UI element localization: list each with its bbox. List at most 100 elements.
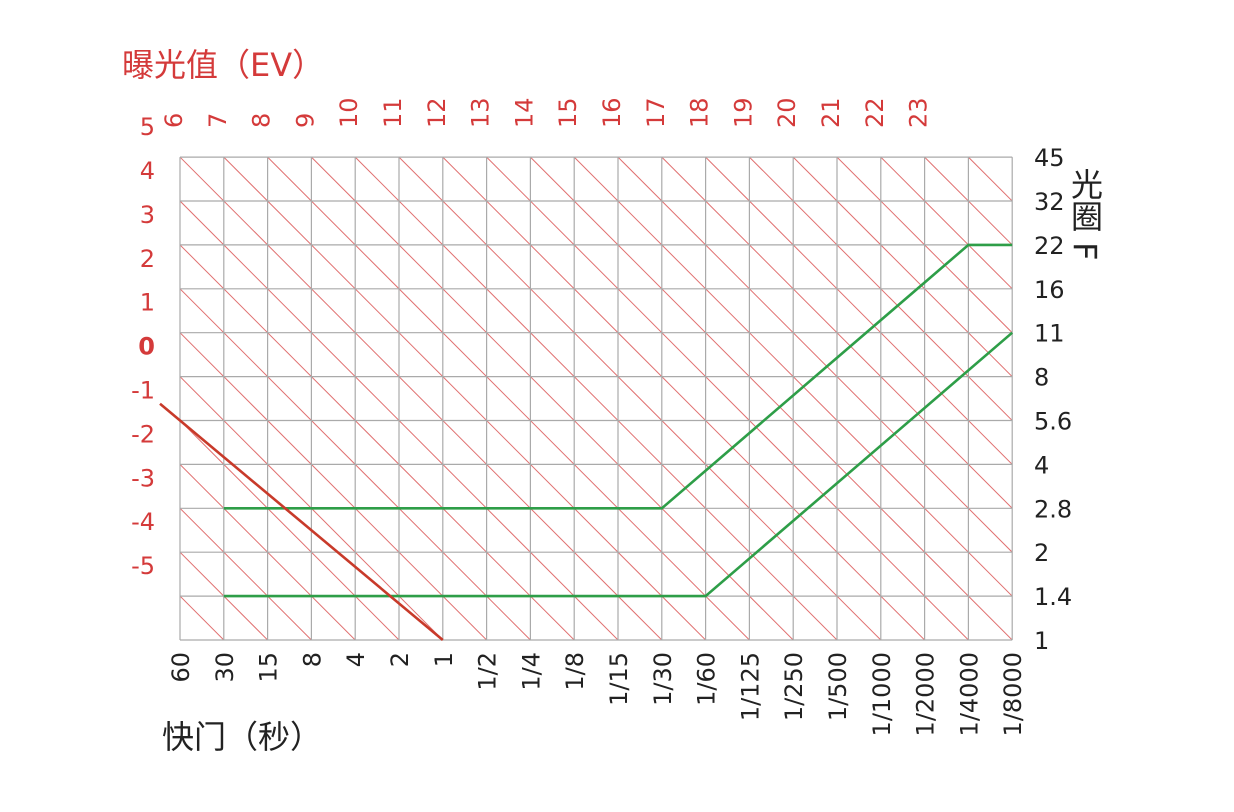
ev-left-tick-label: 4	[140, 157, 155, 185]
ev-diagonal-line	[180, 331, 487, 640]
ev-diagonal-line	[180, 463, 356, 640]
ev-diagonal-line	[267, 157, 750, 640]
ev-diagonal-line	[180, 244, 575, 640]
ev-top-tick-label: 8	[248, 113, 276, 128]
shutter-tick-label: 4	[342, 652, 370, 667]
aperture-tick-label: 4	[1034, 451, 1049, 479]
ev-diagonal-line	[398, 157, 882, 640]
ev-diagonal-line	[442, 157, 925, 640]
shutter-tick-label: 1/8	[561, 652, 589, 691]
shutter-tick-label: 1/2000	[912, 652, 940, 736]
ev-left-tick-label: 3	[140, 201, 155, 229]
aperture-tick-label: 45	[1034, 144, 1065, 172]
ev-diagonal-line	[223, 157, 706, 640]
program-line-2	[223, 331, 1014, 598]
aperture-tick-label: 2	[1034, 539, 1049, 567]
aperture-tick-label: 1	[1034, 627, 1049, 655]
ev-diagonal-line	[180, 419, 400, 640]
ev-diagonal-line	[354, 157, 838, 640]
ev-diagonal-line	[180, 200, 619, 640]
ev-diagonal-line	[180, 507, 312, 640]
shutter-tick-label: 30	[211, 652, 239, 683]
ev-diagonal-line	[180, 157, 663, 640]
ev-diagonal-line	[311, 157, 794, 640]
shutter-tick-label: 1/2	[474, 652, 502, 691]
shutter-tick-label: 8	[298, 652, 326, 667]
ev-top-tick-label: 9	[291, 113, 319, 128]
ev-top-tick-label: 14	[510, 97, 538, 128]
aperture-tick-label: 11	[1034, 320, 1065, 348]
shutter-tick-label: 1/4	[517, 652, 545, 691]
ev-diagonal-line	[836, 157, 1013, 334]
shutter-tick-label: 1/30	[649, 652, 677, 706]
shutter-tick-label: 1/60	[693, 652, 721, 706]
ev-left-tick-label: -2	[131, 420, 155, 448]
shutter-tick-label: 1/125	[736, 652, 764, 721]
shutter-tick-label: 1	[430, 652, 458, 667]
ev-diagonal-line	[1011, 157, 1013, 158]
ev-left-tick-label: 2	[140, 245, 155, 273]
ev-top-tick-label: 16	[598, 97, 626, 128]
ev-diagonal-line	[924, 157, 1013, 246]
ev-top-tick-label: 13	[467, 97, 495, 128]
ev-left-tick-label: -3	[131, 464, 155, 492]
ev-diagonal-line	[180, 375, 444, 640]
ev-diagonal-line	[1100, 157, 1234, 640]
aperture-tick-label: 5.6	[1034, 408, 1072, 436]
ev-diagonal-line	[0, 157, 136, 640]
ev-diagonal-line	[968, 157, 1013, 202]
ev-top-tick-label: 22	[861, 97, 889, 128]
ev-top-tick-label: 19	[729, 97, 757, 128]
shutter-tick-label: 1/4000	[955, 652, 983, 736]
ev-diagonal-line	[180, 288, 531, 640]
ev-diagonal-line	[180, 595, 225, 640]
aperture-tick-label: 22	[1034, 232, 1065, 260]
shutter-axis-title: 快门（秒）	[162, 718, 323, 756]
ev-diagonal-line	[530, 157, 1013, 640]
ev-diagonal-line	[1056, 157, 1234, 640]
ev-diagonal-line	[749, 157, 1013, 422]
aperture-tick-label: 2.8	[1034, 495, 1072, 523]
ev-zero-label: 0	[138, 333, 155, 361]
ev-left-tick-label: 5	[140, 113, 155, 141]
aperture-tick-label: 8	[1034, 364, 1049, 392]
ev-left-tick-label: -5	[131, 552, 155, 580]
aperture-tick-label: 16	[1034, 276, 1065, 304]
ev-axis-title: 曝光值（EV）	[122, 46, 325, 84]
ev0-line	[159, 402, 444, 641]
ev-diagonal-line	[486, 157, 969, 640]
ev-diagonal-lines	[0, 157, 1234, 640]
ev-left-tick-label: 1	[140, 289, 155, 317]
ev-top-tick-label: 12	[423, 97, 451, 128]
shutter-tick-label: 1/1000	[868, 652, 896, 736]
shutter-tick-label: 1/500	[824, 652, 852, 721]
aperture-tick-label: 32	[1034, 188, 1065, 216]
ev-top-tick-label: 10	[335, 97, 363, 128]
ev-top-tick-label: 20	[773, 97, 801, 128]
shutter-tick-label: 1/8000	[999, 652, 1027, 736]
ev-diagonal-line	[792, 157, 1013, 378]
ev-diagonal-line	[573, 157, 1013, 597]
ev-diagonal-line	[880, 157, 1013, 290]
ev-top-tick-label: 21	[817, 97, 845, 128]
program-line-1	[223, 243, 1013, 510]
shutter-tick-label: 2	[386, 652, 414, 667]
ev-diagonal-line	[705, 157, 1013, 466]
ev-top-tick-label: 15	[554, 97, 582, 128]
aperture-axis-title: 光圈 F	[1066, 168, 1104, 261]
ev-top-tick-label: 11	[379, 97, 407, 128]
shutter-tick-label: 1/15	[605, 652, 633, 706]
ev-left-tick-label: -1	[131, 377, 155, 405]
ev-top-tick-label: 7	[204, 113, 232, 128]
ev-left-tick-label: -4	[131, 508, 155, 536]
ev-diagonal-line	[617, 157, 1013, 553]
shutter-tick-label: 60	[167, 652, 195, 683]
ev-diagonal-line	[180, 551, 268, 640]
ev-top-tick-label: 6	[160, 113, 188, 128]
ev-top-tick-label: 23	[905, 97, 933, 128]
shutter-tick-label: 1/250	[780, 652, 808, 721]
ev-top-tick-label: 17	[642, 97, 670, 128]
shutter-tick-label: 15	[255, 652, 283, 683]
ev-top-tick-label: 18	[686, 97, 714, 128]
